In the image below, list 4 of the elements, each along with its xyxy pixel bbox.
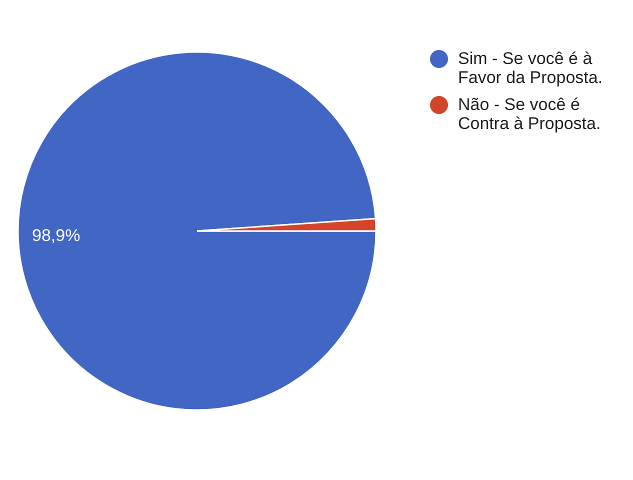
legend-label: Sim - Se você é à Favor da Proposta. bbox=[458, 49, 603, 87]
pie-slice bbox=[17, 51, 377, 411]
data-label: 98,9% bbox=[32, 226, 80, 245]
legend-label: Não - Se você é Contra à Proposta. bbox=[458, 95, 601, 133]
